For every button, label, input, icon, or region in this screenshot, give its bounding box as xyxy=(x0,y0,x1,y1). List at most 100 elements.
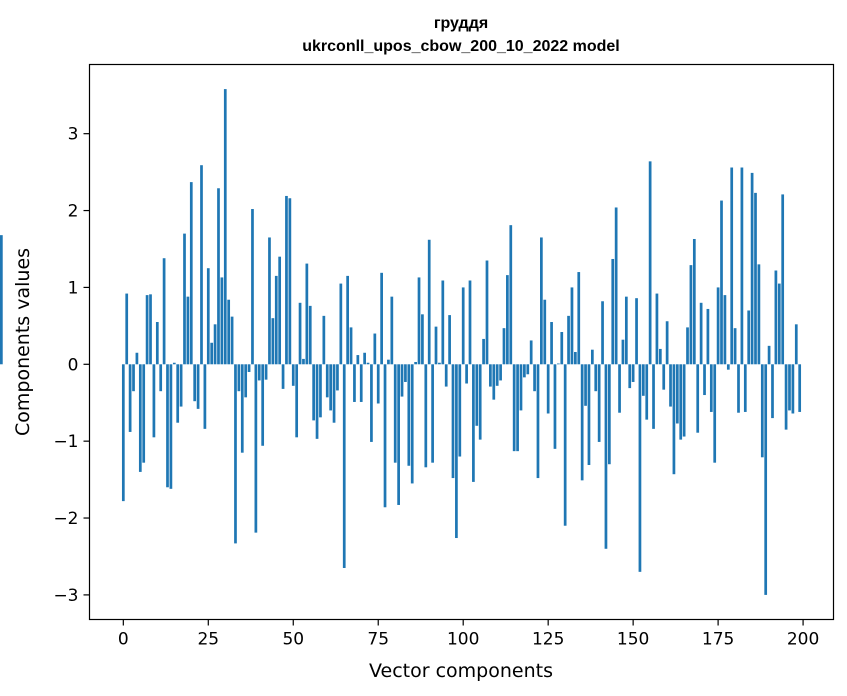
bar xyxy=(383,364,387,508)
bar xyxy=(737,364,740,413)
bar xyxy=(288,198,292,365)
bar xyxy=(342,364,346,568)
chart-subtitle: ukrconll_upos_cbow_200_10_2022 model xyxy=(302,38,619,55)
bar xyxy=(458,364,462,457)
bar xyxy=(502,328,506,365)
bar xyxy=(648,161,652,365)
bar xyxy=(427,239,431,365)
bar xyxy=(264,364,268,380)
bar xyxy=(125,293,129,365)
bar xyxy=(295,364,299,438)
x-axis-label: Vector components xyxy=(369,660,553,682)
bar xyxy=(234,364,237,544)
bar xyxy=(274,275,278,365)
bar xyxy=(703,364,706,396)
bar xyxy=(607,364,611,465)
bar xyxy=(261,364,265,446)
bar xyxy=(363,352,366,365)
bar xyxy=(577,272,581,365)
bar xyxy=(230,316,234,365)
plot-frame xyxy=(88,63,835,621)
bar xyxy=(332,364,336,423)
bar xyxy=(121,364,125,502)
bar xyxy=(166,364,169,488)
bar xyxy=(781,194,785,365)
bar xyxy=(278,256,282,365)
bar xyxy=(417,277,421,365)
bar xyxy=(658,348,662,365)
bar xyxy=(370,364,373,442)
bar xyxy=(339,283,343,365)
bar xyxy=(747,310,751,365)
bar xyxy=(764,364,768,595)
bar xyxy=(315,364,319,439)
x-tick-label: 0 xyxy=(118,630,129,650)
x-axis-ticks: 0 25 50 75 100 125 150 175 200 xyxy=(118,619,819,650)
bar xyxy=(410,364,414,484)
bar xyxy=(512,364,516,452)
bar xyxy=(611,258,615,365)
bar xyxy=(434,326,438,365)
bar xyxy=(662,364,666,390)
bar xyxy=(325,364,329,398)
bar xyxy=(172,362,176,365)
bar xyxy=(794,324,798,365)
bar xyxy=(322,315,326,365)
bar xyxy=(730,167,734,365)
bar xyxy=(580,364,584,481)
bar xyxy=(132,364,135,392)
bar xyxy=(771,364,774,419)
bar xyxy=(567,315,570,365)
x-tick-label: 75 xyxy=(367,630,389,650)
bar xyxy=(597,364,601,442)
bar xyxy=(757,264,761,365)
bar xyxy=(784,364,788,430)
bar xyxy=(138,364,142,472)
bar xyxy=(373,333,377,365)
bar xyxy=(492,364,496,400)
bar xyxy=(472,364,475,482)
bar xyxy=(128,364,132,432)
bar xyxy=(495,364,499,386)
x-tick-label: 100 xyxy=(447,630,479,650)
bar xyxy=(468,280,472,365)
y-tick-label: 0 xyxy=(68,355,79,375)
bar xyxy=(665,321,669,365)
bar xyxy=(489,364,492,387)
bar xyxy=(159,364,163,392)
bar xyxy=(529,340,533,365)
bar xyxy=(526,364,530,375)
bar xyxy=(254,364,258,533)
bar-series xyxy=(0,89,802,595)
bar xyxy=(196,364,200,409)
x-tick-label: 25 xyxy=(197,630,219,650)
bar xyxy=(359,364,363,402)
bar xyxy=(788,364,791,411)
y-tick-label: −3 xyxy=(53,586,78,606)
bar xyxy=(485,260,489,365)
bar xyxy=(380,272,383,365)
bar xyxy=(557,363,560,365)
bar xyxy=(308,305,312,365)
bar xyxy=(400,364,404,397)
bar xyxy=(720,200,723,365)
bar xyxy=(679,364,683,440)
bar xyxy=(641,364,645,396)
bar xyxy=(189,182,193,365)
bar xyxy=(390,296,394,365)
bar xyxy=(652,364,655,429)
bar xyxy=(570,287,574,365)
x-tick-label: 150 xyxy=(617,630,649,650)
bar xyxy=(760,364,764,458)
bar xyxy=(628,364,632,389)
bar xyxy=(0,235,3,365)
bar xyxy=(638,364,642,572)
bar xyxy=(604,364,608,549)
bar xyxy=(220,277,224,365)
bar xyxy=(223,89,227,365)
bar xyxy=(298,302,302,365)
y-tick-label: 1 xyxy=(68,278,79,298)
y-tick-label: −2 xyxy=(53,509,78,529)
bar xyxy=(240,364,244,453)
chart-title: груддя xyxy=(434,15,488,32)
